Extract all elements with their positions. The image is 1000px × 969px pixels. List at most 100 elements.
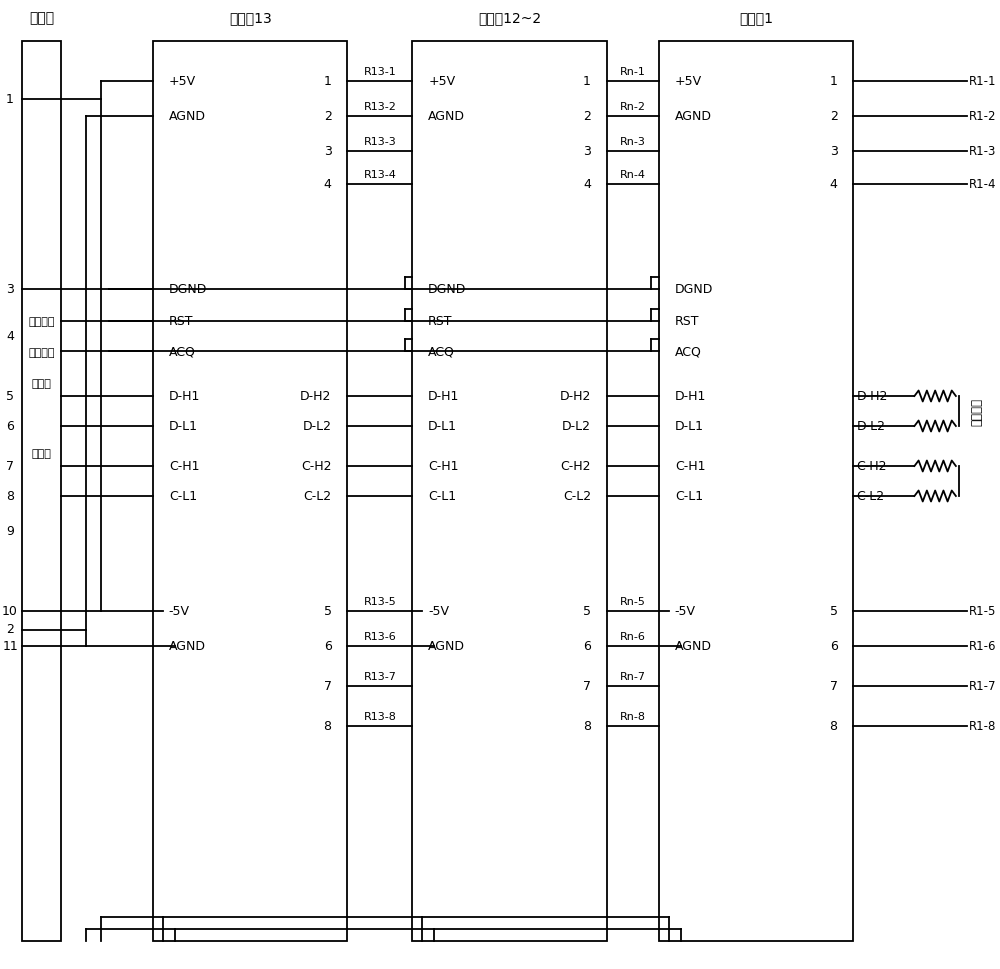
Bar bbox=[412, 42, 607, 941]
Text: 采集板13: 采集板13 bbox=[229, 11, 272, 25]
Text: 2: 2 bbox=[583, 110, 591, 123]
Text: R13-4: R13-4 bbox=[363, 170, 396, 180]
Text: C-H1: C-H1 bbox=[675, 460, 705, 473]
Text: AGND: AGND bbox=[675, 110, 712, 123]
Text: AGND: AGND bbox=[428, 110, 465, 123]
Text: +5V: +5V bbox=[169, 76, 196, 88]
Text: D-L1: D-L1 bbox=[169, 421, 198, 433]
Text: DGND: DGND bbox=[169, 283, 207, 297]
Text: AGND: AGND bbox=[169, 640, 206, 653]
Text: R13-5: R13-5 bbox=[364, 596, 396, 607]
Text: ACQ: ACQ bbox=[428, 345, 455, 359]
Text: 采集板12~2: 采集板12~2 bbox=[478, 11, 541, 25]
Text: C-L2: C-L2 bbox=[856, 490, 884, 503]
Text: 3: 3 bbox=[6, 283, 14, 297]
Text: R1-6: R1-6 bbox=[969, 640, 996, 653]
Text: C-H1: C-H1 bbox=[428, 460, 459, 473]
Text: 匹配电阶: 匹配电阶 bbox=[971, 397, 984, 425]
Text: 2: 2 bbox=[324, 110, 332, 123]
Text: Rn-6: Rn-6 bbox=[620, 632, 646, 641]
Text: 6: 6 bbox=[583, 640, 591, 653]
Text: 4: 4 bbox=[324, 178, 332, 191]
Text: R1-1: R1-1 bbox=[969, 76, 996, 88]
Text: D-H2: D-H2 bbox=[856, 391, 888, 403]
Text: D-L1: D-L1 bbox=[675, 421, 704, 433]
Text: 采集信号: 采集信号 bbox=[28, 348, 55, 358]
Text: 5: 5 bbox=[583, 605, 591, 618]
Text: -5V: -5V bbox=[169, 605, 190, 618]
Text: 8: 8 bbox=[830, 720, 838, 733]
Text: 1: 1 bbox=[6, 93, 14, 106]
Text: R13-7: R13-7 bbox=[363, 672, 396, 681]
Text: C-L2: C-L2 bbox=[303, 490, 332, 503]
Text: AGND: AGND bbox=[169, 110, 206, 123]
Text: D-H1: D-H1 bbox=[428, 391, 460, 403]
Text: ACQ: ACQ bbox=[169, 345, 196, 359]
Bar bbox=[22, 42, 61, 941]
Text: 3: 3 bbox=[830, 145, 838, 158]
Text: 4: 4 bbox=[6, 330, 14, 343]
Text: 1: 1 bbox=[324, 76, 332, 88]
Text: -5V: -5V bbox=[675, 605, 696, 618]
Text: RST: RST bbox=[675, 315, 699, 328]
Text: 8: 8 bbox=[324, 720, 332, 733]
Text: D-L2: D-L2 bbox=[303, 421, 332, 433]
Text: Rn-8: Rn-8 bbox=[620, 711, 646, 721]
Text: Rn-4: Rn-4 bbox=[620, 170, 646, 180]
Text: 7: 7 bbox=[6, 460, 14, 473]
Text: Rn-3: Rn-3 bbox=[620, 137, 646, 147]
Text: C-L1: C-L1 bbox=[675, 490, 703, 503]
Text: R1-7: R1-7 bbox=[969, 680, 996, 693]
Text: R13-8: R13-8 bbox=[363, 711, 396, 721]
Text: 5: 5 bbox=[830, 605, 838, 618]
Text: 5: 5 bbox=[6, 391, 14, 403]
Text: D-H2: D-H2 bbox=[300, 391, 332, 403]
Text: 2: 2 bbox=[830, 110, 838, 123]
Text: 9: 9 bbox=[6, 525, 14, 538]
Text: 采集板1: 采集板1 bbox=[739, 11, 773, 25]
Text: R1-4: R1-4 bbox=[969, 178, 996, 191]
Text: Rn-2: Rn-2 bbox=[620, 102, 646, 111]
Text: DGND: DGND bbox=[675, 283, 713, 297]
Text: R13-2: R13-2 bbox=[363, 102, 396, 111]
Text: ACQ: ACQ bbox=[675, 345, 702, 359]
Text: AGND: AGND bbox=[675, 640, 712, 653]
Text: 时钟线: 时钟线 bbox=[32, 449, 52, 458]
Text: Rn-7: Rn-7 bbox=[620, 672, 646, 681]
Text: 11: 11 bbox=[2, 640, 18, 653]
Text: 3: 3 bbox=[324, 145, 332, 158]
Text: 4: 4 bbox=[830, 178, 838, 191]
Text: C-L2: C-L2 bbox=[563, 490, 591, 503]
Text: R1-2: R1-2 bbox=[969, 110, 996, 123]
Text: C-H2: C-H2 bbox=[856, 460, 887, 473]
Text: +5V: +5V bbox=[428, 76, 455, 88]
Text: D-H1: D-H1 bbox=[169, 391, 200, 403]
Text: R13-1: R13-1 bbox=[364, 67, 396, 77]
Text: RST: RST bbox=[169, 315, 193, 328]
Text: AGND: AGND bbox=[428, 640, 465, 653]
Text: R13-6: R13-6 bbox=[364, 632, 396, 641]
Text: D-H1: D-H1 bbox=[675, 391, 706, 403]
Text: 复位信号: 复位信号 bbox=[28, 317, 55, 327]
Text: R13-3: R13-3 bbox=[364, 137, 396, 147]
Text: 7: 7 bbox=[830, 680, 838, 693]
Text: 8: 8 bbox=[6, 490, 14, 503]
Text: C-L1: C-L1 bbox=[169, 490, 197, 503]
Bar bbox=[153, 42, 347, 941]
Text: C-H2: C-H2 bbox=[560, 460, 591, 473]
Text: C-H1: C-H1 bbox=[169, 460, 199, 473]
Text: 6: 6 bbox=[830, 640, 838, 653]
Text: D-L2: D-L2 bbox=[856, 421, 885, 433]
Text: 10: 10 bbox=[2, 605, 18, 618]
Text: R1-5: R1-5 bbox=[969, 605, 996, 618]
Text: C-H2: C-H2 bbox=[301, 460, 332, 473]
Text: D-H2: D-H2 bbox=[560, 391, 591, 403]
Text: 1: 1 bbox=[830, 76, 838, 88]
Text: DGND: DGND bbox=[428, 283, 467, 297]
Text: 8: 8 bbox=[583, 720, 591, 733]
Text: D-L2: D-L2 bbox=[562, 421, 591, 433]
Text: 数据线: 数据线 bbox=[32, 379, 52, 389]
Text: 7: 7 bbox=[583, 680, 591, 693]
Text: 6: 6 bbox=[6, 421, 14, 433]
Text: 控制板: 控制板 bbox=[29, 11, 54, 25]
